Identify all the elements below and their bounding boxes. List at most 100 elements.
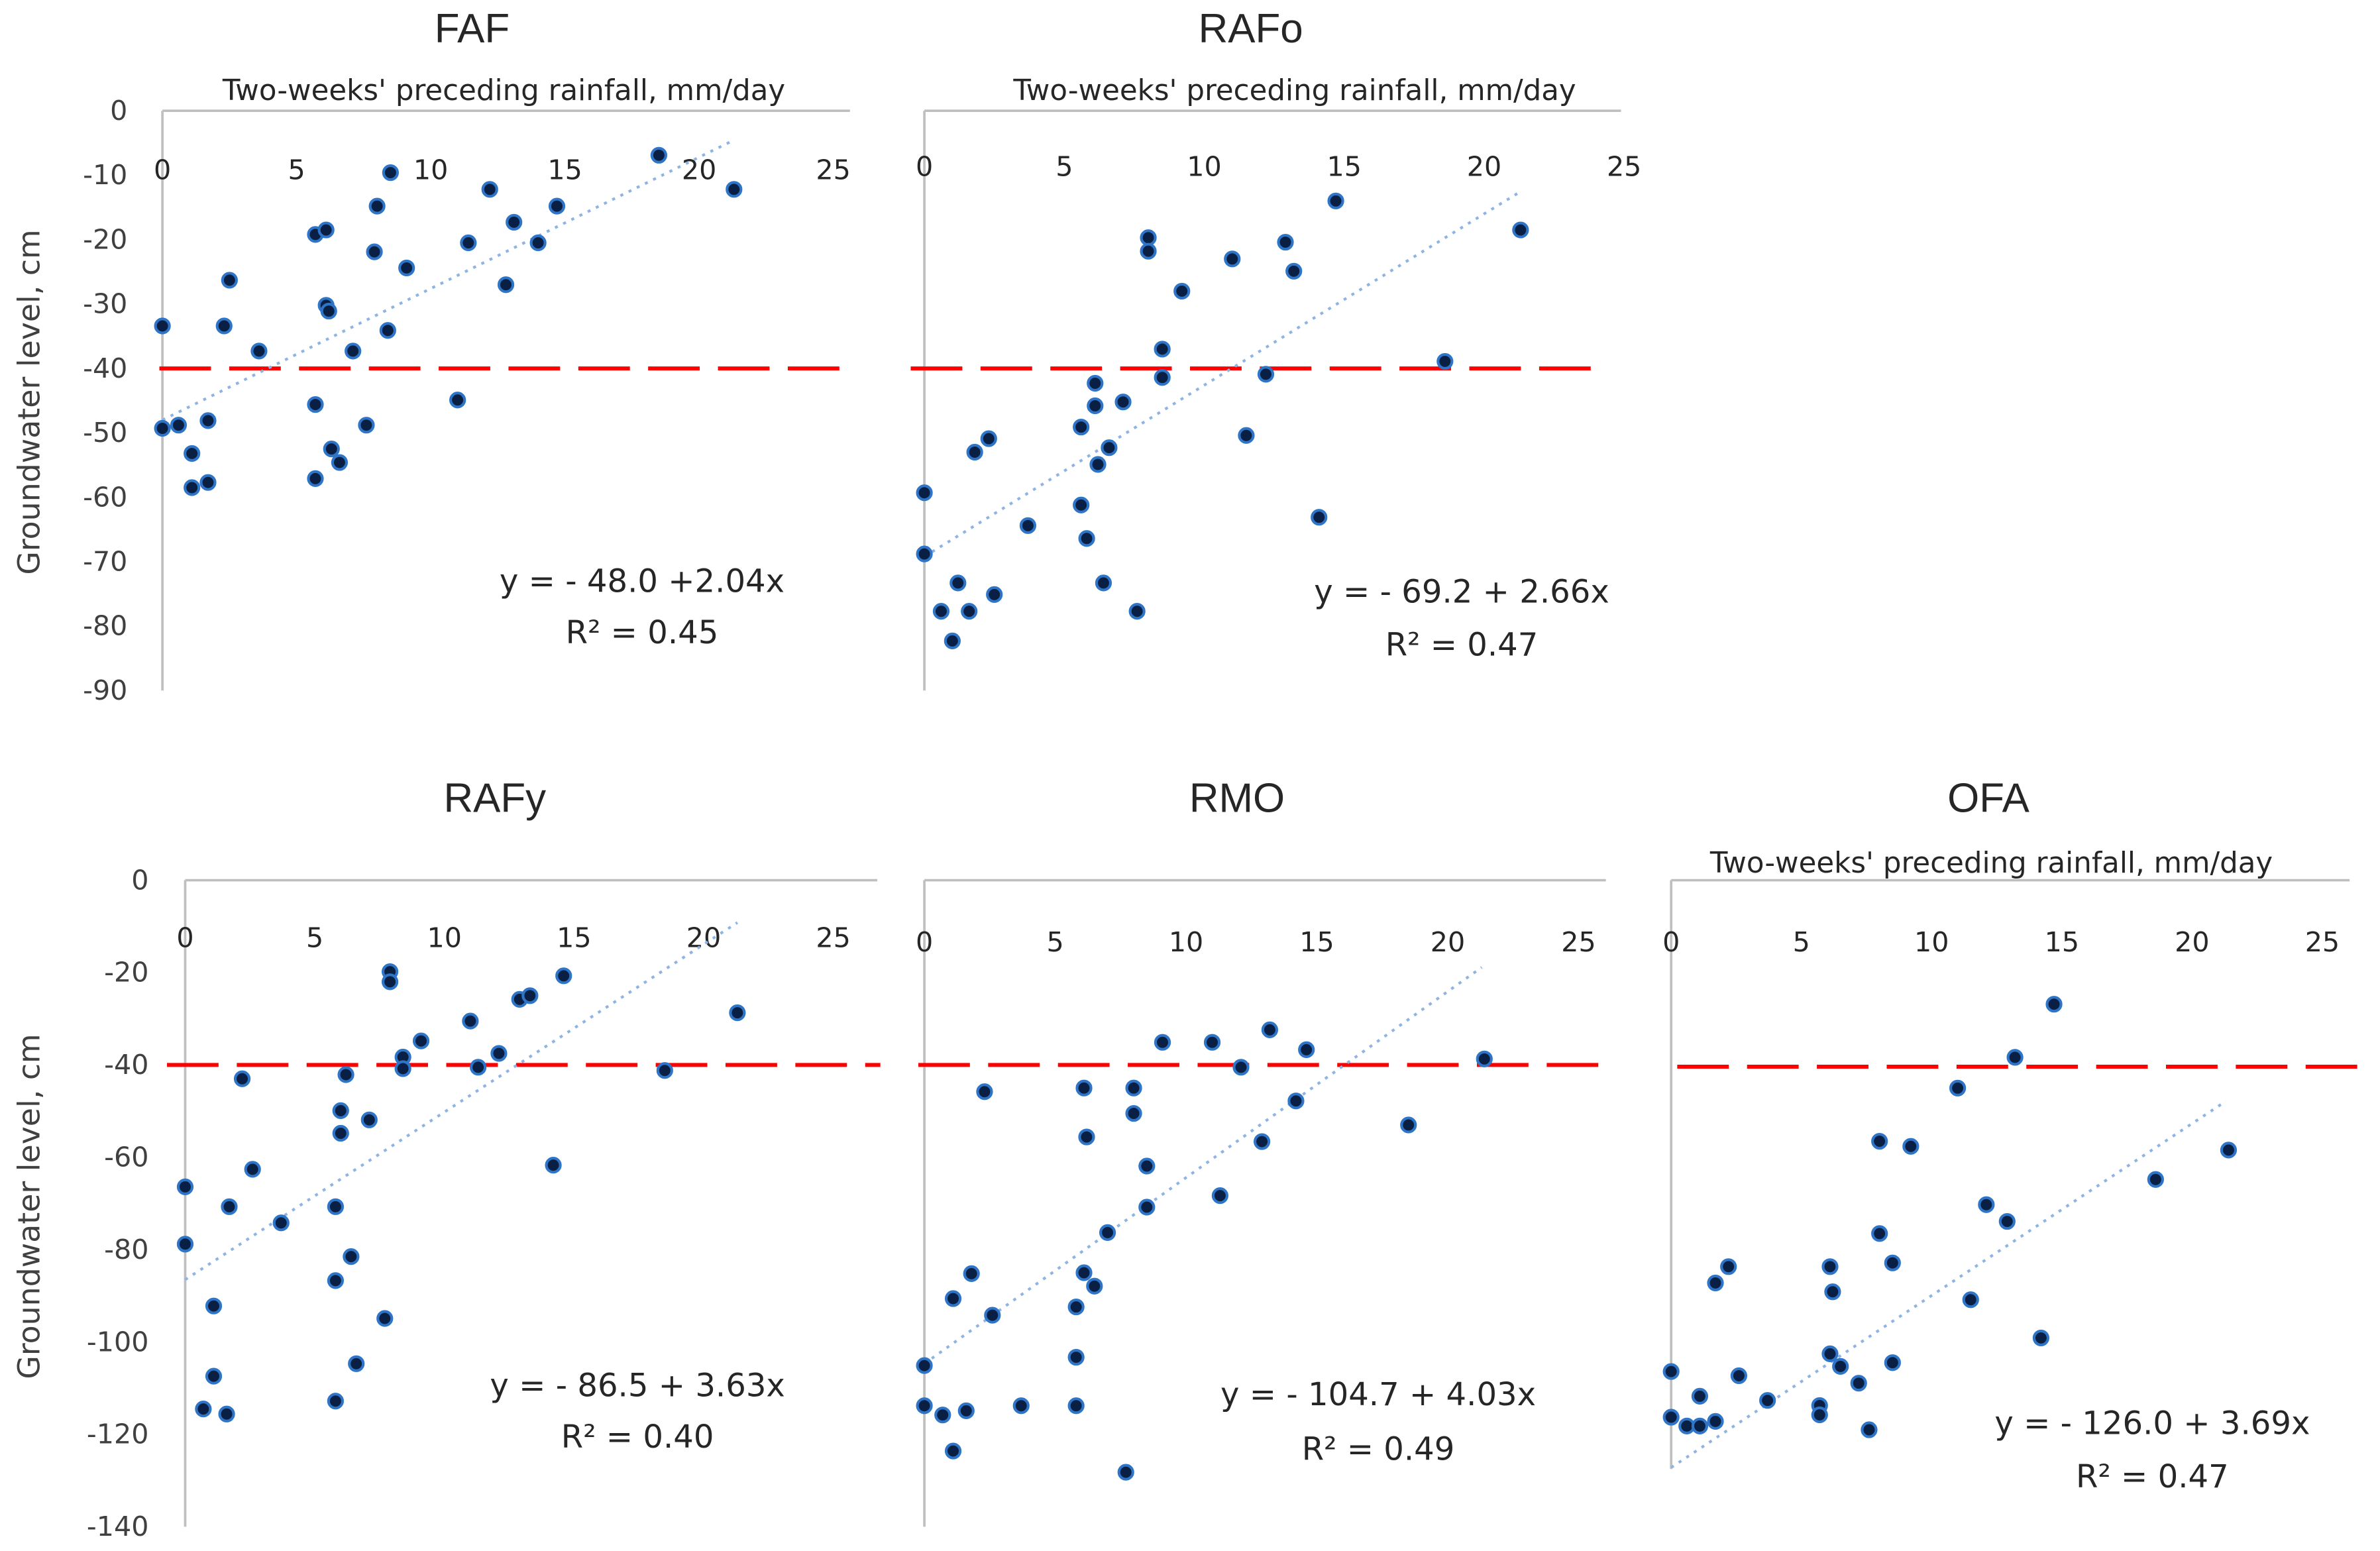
data-point [449, 392, 466, 409]
data-point [1114, 394, 1132, 411]
panel-rafo: RAFo Two-weeks' preceding rainfall, mm/da… [910, 6, 1641, 691]
data-point [932, 603, 950, 620]
y-axis-title: Groundwater level, cm [11, 1034, 47, 1379]
data-point [1691, 1417, 1709, 1434]
data-point [1154, 369, 1171, 386]
x-tick-label: 10 [1914, 926, 1949, 958]
data-point [1067, 1397, 1085, 1415]
data-point [348, 1355, 365, 1372]
data-point [460, 234, 477, 252]
data-point [176, 1236, 194, 1253]
data-point [1261, 1021, 1279, 1038]
data-point [368, 197, 386, 215]
y-tick-label: -30 [83, 288, 127, 320]
data-point [555, 967, 572, 985]
data-point [1285, 262, 1303, 280]
y-tick-label: -20 [104, 957, 148, 989]
r-squared-label: R² = 0.49 [1302, 1431, 1455, 1468]
data-point [233, 1070, 251, 1087]
x-tick-label: 0 [154, 154, 171, 186]
data-point [916, 545, 933, 562]
data-point [1707, 1413, 1724, 1430]
trendline [184, 921, 739, 1281]
data-point [1821, 1258, 1839, 1275]
data-point [1253, 1133, 1271, 1150]
data-point [1154, 341, 1171, 358]
x-tick-label: 0 [1662, 926, 1680, 958]
data-point [327, 1393, 345, 1410]
data-point [1884, 1354, 1901, 1371]
data-point [376, 1310, 394, 1327]
data-point [1962, 1291, 1979, 1309]
x-tick-label: 25 [1607, 151, 1641, 183]
data-point [957, 1402, 975, 1420]
trendline [923, 966, 1483, 1365]
data-point [199, 474, 217, 491]
data-point [218, 1405, 235, 1422]
data-point [366, 243, 383, 260]
x-tick-label: 10 [1169, 926, 1203, 958]
data-point [323, 441, 340, 458]
data-point [337, 1066, 354, 1083]
data-point [332, 1124, 349, 1142]
panel-faf: FAF Two-weeks' preceding rainfall, mm/day… [11, 6, 851, 706]
x-tick-label: 5 [288, 154, 305, 186]
r-squared-label: R² = 0.47 [2076, 1458, 2229, 1495]
x-tick-label: 5 [1793, 926, 1810, 958]
x-axis-title: Two-weeks' preceding rainfall, mm/day [1012, 74, 1576, 107]
r-squared-label: R² = 0.47 [1385, 627, 1539, 664]
y-tick-label: -60 [83, 481, 127, 513]
y-tick-label: -50 [83, 417, 127, 449]
y-tick-label: -10 [83, 159, 127, 191]
y-tick-label: -60 [104, 1141, 148, 1173]
x-tick-label: 15 [557, 922, 591, 953]
data-point [545, 1157, 562, 1174]
panel-title: RAFo [1199, 6, 1303, 52]
data-point [1101, 439, 1118, 456]
data-point [1117, 1464, 1134, 1481]
data-point [506, 213, 523, 231]
x-tick-label: 0 [176, 922, 193, 953]
data-point [1287, 1093, 1305, 1110]
y-tick-label: -100 [87, 1326, 149, 1358]
data-point [976, 1083, 993, 1100]
x-tick-label: 15 [2045, 926, 2079, 958]
data-point [490, 1045, 508, 1062]
data-point [1089, 456, 1107, 473]
data-point [980, 430, 997, 447]
data-point [1087, 397, 1104, 415]
x-tick-label: 0 [916, 926, 933, 958]
data-point [1095, 574, 1112, 592]
data-point [1298, 1041, 1315, 1058]
data-point [1019, 517, 1037, 534]
data-point [944, 1442, 962, 1460]
data-point [1998, 1212, 2016, 1230]
data-point [327, 1272, 345, 1289]
data-point [1884, 1254, 1901, 1271]
data-point [1078, 530, 1095, 547]
x-axis-title: Two-weeks' preceding rainfall, mm/day [222, 74, 785, 107]
data-point [307, 470, 324, 487]
data-point [1125, 1104, 1142, 1122]
data-point [984, 1307, 1001, 1324]
data-point [1662, 1363, 1680, 1380]
data-point [244, 1161, 261, 1178]
data-point [1067, 1298, 1085, 1316]
data-point [1400, 1116, 1417, 1134]
data-point [382, 164, 399, 182]
data-point [1173, 282, 1191, 300]
data-point [944, 632, 961, 649]
panel-title: RMO [1189, 775, 1285, 821]
y-tick-label: 0 [110, 95, 127, 127]
data-point [650, 146, 667, 164]
x-tick-label: 15 [1327, 151, 1362, 183]
data-point [1073, 496, 1090, 513]
x-tick-label: 5 [1046, 926, 1063, 958]
y-tick-label: -40 [83, 352, 127, 384]
data-point [1759, 1392, 1776, 1409]
r-squared-label: R² = 0.40 [561, 1418, 714, 1456]
panel-rmo: RMO 0 5 10 15 20 25 y = - 104.7 + 4.03x R² = 0.4… [916, 775, 1609, 1527]
data-point [1138, 1199, 1156, 1216]
data-point [656, 1062, 673, 1079]
